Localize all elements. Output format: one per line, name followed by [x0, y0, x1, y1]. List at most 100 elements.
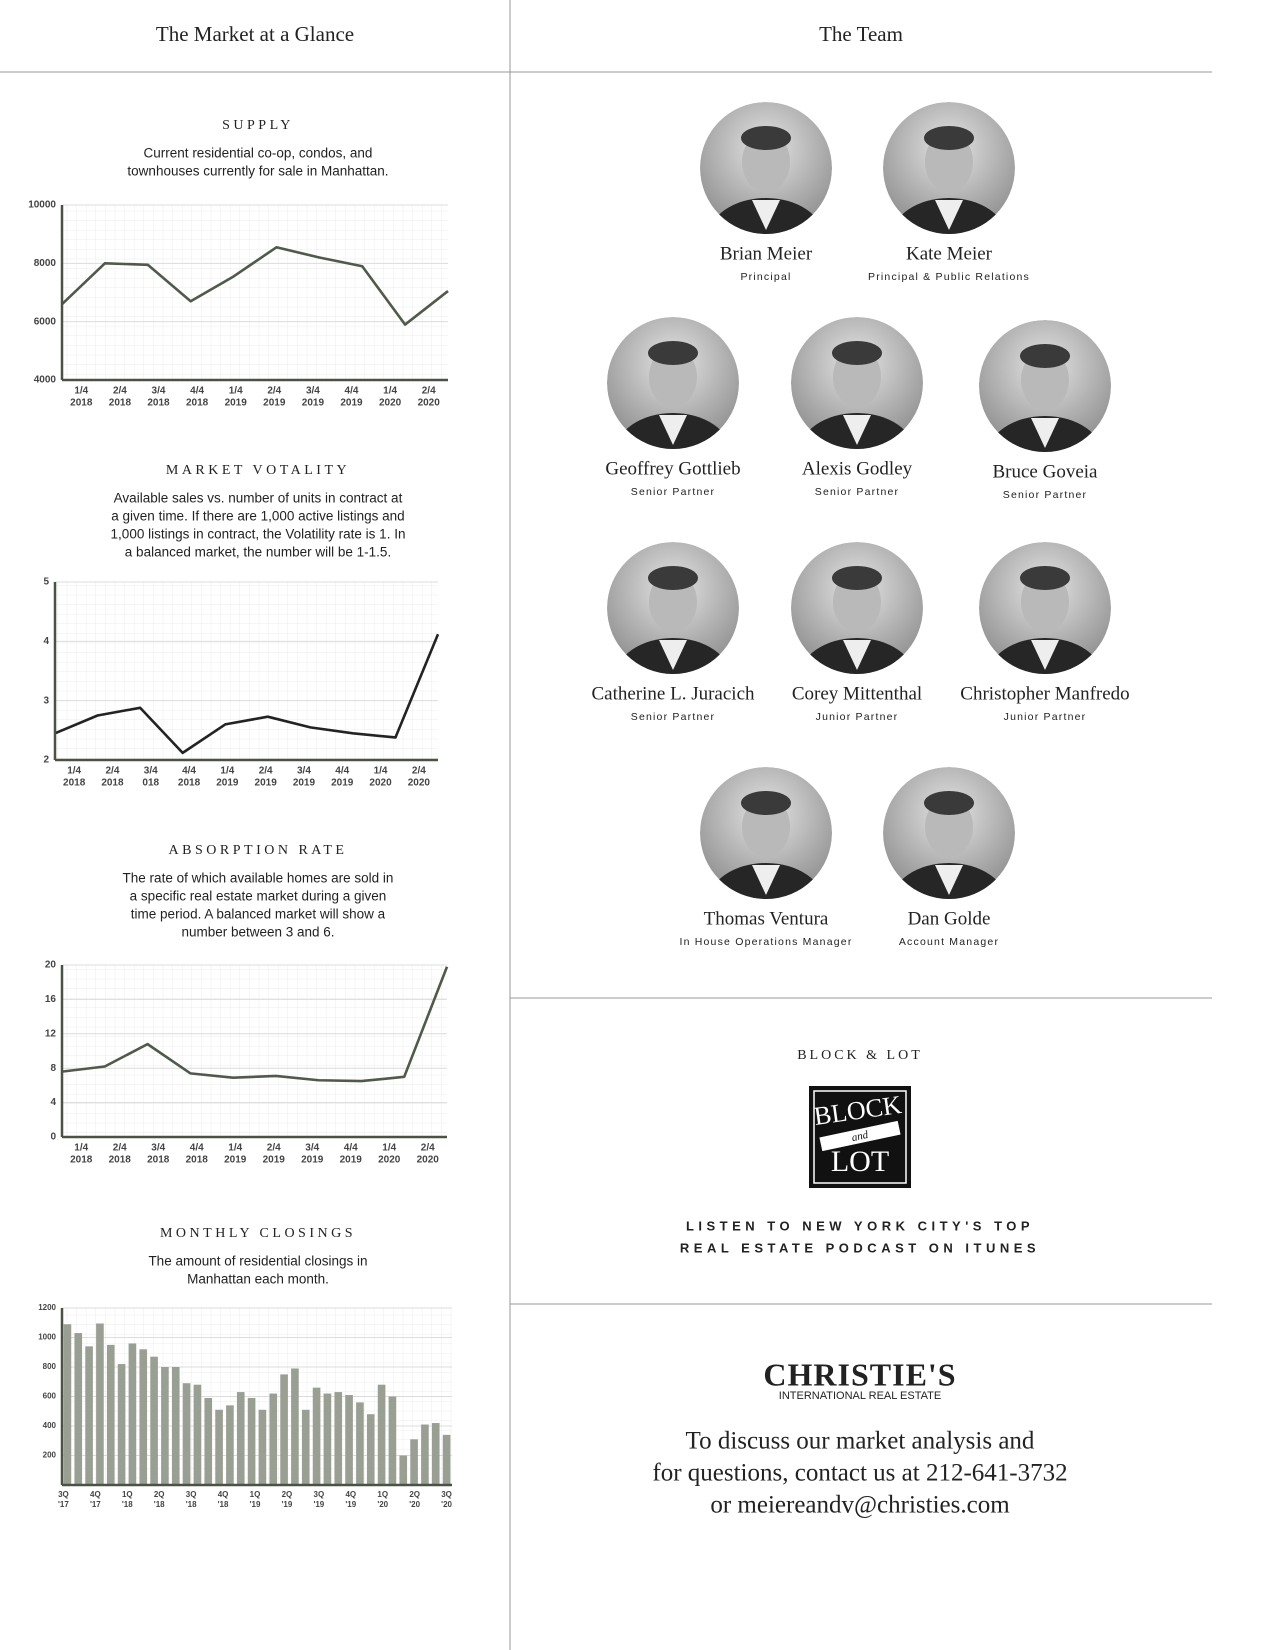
- portrait-body: [708, 863, 824, 899]
- podcast-logo: BLOCK and LOT: [809, 1086, 911, 1188]
- bar: [74, 1333, 83, 1485]
- bar: [193, 1384, 202, 1485]
- portrait-body: [615, 413, 731, 449]
- x-tick-label: 4Q: [218, 1490, 229, 1499]
- x-tick-label: 3Q: [186, 1490, 197, 1499]
- bar: [442, 1434, 451, 1485]
- chart-description: townhouses currently for sale in Manhatt…: [127, 164, 388, 179]
- bar: [334, 1392, 343, 1485]
- chart-title: MARKET VOTALITY: [166, 463, 350, 478]
- chart-description: Manhattan each month.: [187, 1272, 329, 1287]
- bar: [226, 1405, 234, 1485]
- x-tick-label: 4/4: [190, 1143, 204, 1154]
- x-tick-label: 2019: [293, 778, 316, 789]
- x-tick-label: '18: [218, 1500, 229, 1509]
- bar: [312, 1387, 321, 1485]
- bar: [366, 1414, 375, 1485]
- bar: [399, 1455, 408, 1485]
- portrait-body: [891, 863, 1007, 899]
- bar: [63, 1324, 72, 1485]
- x-tick-label: 2019: [331, 778, 354, 789]
- portrait: [791, 542, 923, 674]
- bar: [182, 1383, 191, 1485]
- portrait: [883, 102, 1015, 234]
- y-tick-label: 8000: [34, 258, 57, 269]
- chart-title: MONTHLY CLOSINGS: [160, 1226, 356, 1241]
- x-tick-label: 2019: [301, 1155, 324, 1166]
- contact-line: for questions, contact us at 212-641-373…: [652, 1460, 1067, 1487]
- portrait-hair: [832, 566, 882, 590]
- portrait: [979, 320, 1111, 452]
- y-tick-label: 0: [50, 1132, 56, 1143]
- bar: [291, 1368, 299, 1485]
- x-tick-label: 2018: [147, 1155, 170, 1166]
- y-tick-label: 1200: [38, 1303, 56, 1312]
- x-tick-label: '20: [377, 1500, 388, 1509]
- x-tick-label: '18: [154, 1500, 165, 1509]
- x-tick-label: 2/4: [113, 1143, 127, 1154]
- x-tick-label: 1/4: [74, 1143, 88, 1154]
- portrait-hair: [924, 791, 974, 815]
- x-tick-label: 2Q: [154, 1490, 165, 1499]
- x-tick-label: 2018: [63, 778, 86, 789]
- x-tick-label: 2020: [418, 398, 441, 409]
- x-tick-label: 2Q: [409, 1490, 420, 1499]
- bar: [388, 1396, 397, 1485]
- x-tick-label: 2/4: [412, 766, 426, 777]
- x-tick-label: 1/4: [220, 766, 234, 777]
- bar: [215, 1409, 223, 1485]
- portrait-hair: [648, 341, 698, 365]
- bar: [247, 1397, 256, 1485]
- x-tick-label: 4/4: [344, 1143, 358, 1154]
- x-tick-label: 1/4: [74, 386, 88, 397]
- x-tick-label: 1/4: [67, 766, 81, 777]
- portrait-body: [799, 638, 915, 674]
- chart-title: ABSORPTION RATE: [169, 843, 348, 858]
- column-title: The Team: [819, 22, 903, 46]
- x-tick-label: 4/4: [345, 386, 359, 397]
- bar: [269, 1393, 278, 1485]
- bar: [301, 1409, 310, 1485]
- portrait-collar: [935, 200, 963, 230]
- x-tick-label: 1/4: [382, 1143, 396, 1154]
- brand-name: CHRISTIE'S: [763, 1356, 956, 1392]
- y-tick-label: 800: [43, 1362, 57, 1371]
- portrait-collar: [659, 415, 687, 445]
- x-tick-label: 4/4: [335, 766, 349, 777]
- x-tick-label: 2020: [378, 1155, 401, 1166]
- y-tick-label: 20: [45, 960, 57, 971]
- x-tick-label: 2019: [302, 398, 325, 409]
- column-title: The Market at a Glance: [156, 22, 354, 46]
- x-tick-label: 2020: [379, 398, 402, 409]
- x-tick-label: 3/4: [306, 386, 320, 397]
- member-name: Corey Mittenthal: [792, 683, 922, 704]
- chart-description: time period. A balanced market will show…: [131, 907, 386, 922]
- portrait: [979, 542, 1111, 674]
- y-tick-label: 4000: [34, 375, 57, 386]
- x-tick-label: 3/4: [305, 1143, 319, 1154]
- x-tick-label: '18: [122, 1500, 133, 1509]
- bar: [128, 1343, 137, 1485]
- member-name: Bruce Goveia: [993, 461, 1099, 482]
- x-tick-label: 1/4: [383, 386, 397, 397]
- chart-description: 1,000 listings in contract, the Volatili…: [111, 527, 406, 542]
- x-tick-label: '20: [441, 1500, 452, 1509]
- x-tick-label: 2018: [70, 398, 93, 409]
- x-tick-label: 1Q: [122, 1490, 133, 1499]
- bar: [431, 1423, 440, 1485]
- y-tick-label: 8: [50, 1063, 56, 1074]
- x-tick-label: 3/4: [144, 766, 158, 777]
- minor-grid: [62, 965, 447, 1137]
- brand-subtitle: INTERNATIONAL REAL ESTATE: [779, 1390, 941, 1402]
- member-role: Principal & Public Relations: [868, 271, 1030, 283]
- x-tick-label: 2020: [408, 778, 431, 789]
- x-tick-label: 4Q: [90, 1490, 101, 1499]
- portrait-collar: [659, 640, 687, 670]
- x-tick-label: '19: [250, 1500, 261, 1509]
- x-tick-label: 2020: [369, 778, 392, 789]
- bar: [161, 1367, 169, 1485]
- bar: [139, 1349, 148, 1485]
- portrait-collar: [843, 640, 871, 670]
- x-tick-label: 2Q: [282, 1490, 293, 1499]
- bar: [377, 1384, 386, 1485]
